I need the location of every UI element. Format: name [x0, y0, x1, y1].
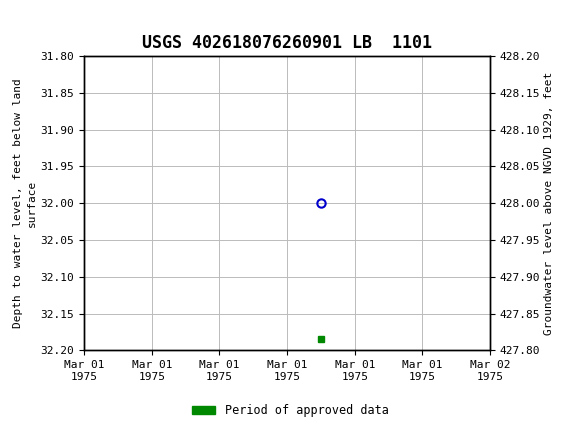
- Legend: Period of approved data: Period of approved data: [187, 399, 393, 422]
- Text: USGS: USGS: [36, 8, 91, 26]
- Y-axis label: Depth to water level, feet below land
surface: Depth to water level, feet below land su…: [13, 78, 37, 328]
- Title: USGS 402618076260901 LB  1101: USGS 402618076260901 LB 1101: [142, 34, 432, 52]
- Y-axis label: Groundwater level above NGVD 1929, feet: Groundwater level above NGVD 1929, feet: [545, 71, 554, 335]
